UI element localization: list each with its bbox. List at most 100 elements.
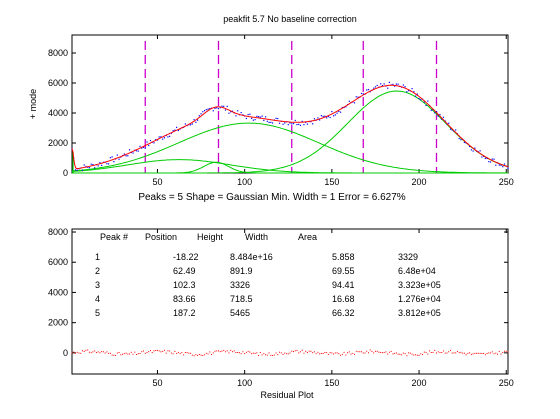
data-point [172,130,174,132]
data-point [87,166,89,168]
data-point [251,117,253,120]
data-point [221,105,223,107]
residual-point [292,351,294,353]
table-cell: 1 [95,252,100,262]
data-point [258,116,260,118]
residual-point [214,350,216,352]
data-point [413,91,415,93]
data-point [90,163,92,165]
residual-point [455,352,457,354]
data-point [298,123,300,125]
data-point [189,124,192,126]
residual-point [252,352,254,354]
x-axis-label-residual: Residual Plot [260,390,314,400]
y-tick-label: 8000 [48,48,68,58]
component-curve-5 [72,90,509,174]
table-header-position: Position [145,232,177,242]
residual-point [223,349,225,351]
residual-point [149,350,151,352]
residual-point [233,350,235,352]
residual-point [289,352,291,354]
data-point [338,110,340,113]
component-curve-2 [71,159,508,174]
data-point [420,99,422,101]
data-point [85,165,87,168]
residual-point [170,352,172,354]
residual-point [198,353,200,355]
x-tick-label: 150 [324,378,339,388]
data-point [474,147,476,149]
data-point [397,83,399,85]
residual-point [80,352,82,354]
data-point [326,117,328,119]
data-point [360,92,363,95]
component-curve-3 [71,122,508,174]
data-point [240,112,242,114]
residual-point [259,352,261,354]
residual-point [388,351,390,353]
data-point [275,117,277,120]
residual-point [437,351,439,353]
data-point [106,163,108,165]
data-point [495,164,497,166]
residual-point [247,350,249,352]
data-point [324,115,326,117]
table-cell: 6.48e+04 [398,266,436,276]
residual-point [176,352,178,354]
residual-point [488,352,490,354]
table-cell: 69.55 [332,266,355,276]
data-point [331,110,333,113]
residual-point [205,352,207,354]
residual-point [115,354,117,356]
residual-point [202,354,204,356]
residual-point [413,354,415,356]
residual-point [350,353,352,355]
data-point [411,87,413,90]
residual-point [469,352,471,354]
data-point [223,105,225,107]
residual-point [427,353,429,355]
residual-point [235,351,237,353]
residual-point [456,350,458,352]
data-point [503,163,506,165]
data-point [184,123,186,125]
residual-point [415,354,417,356]
residual-point [184,352,186,354]
residual-point [490,352,492,354]
residual-point [402,352,404,354]
residual-point [326,352,328,354]
data-point [407,89,410,92]
data-point [203,110,206,112]
residual-point [470,353,472,355]
residual-point [495,352,497,354]
data-point [430,109,432,111]
table-cell: -18.22 [173,252,199,262]
data-point [381,84,384,87]
residual-point [340,354,342,356]
residual-point [74,352,76,354]
residual-point [381,352,383,354]
data-point [357,96,359,98]
residual-point [87,349,89,351]
residual-point [228,352,230,354]
table-cell: 3.812e+05 [398,308,441,318]
table-cell: 2 [95,266,100,276]
data-point [266,120,268,122]
data-point [235,115,237,117]
residual-point [120,354,122,356]
residual-point [76,351,78,353]
residual-point [249,351,251,353]
data-point [111,156,113,158]
residual-point [186,352,188,354]
residual-point [165,352,167,354]
data-point [312,123,314,125]
residual-point [423,351,425,353]
residual-point [320,352,322,354]
residual-point [279,351,281,353]
data-point [507,167,509,169]
table-header-width: Width [245,232,268,242]
residual-point [174,350,176,352]
residual-point [163,349,165,351]
data-point [123,153,125,155]
y-tick-label: 2000 [48,318,68,328]
